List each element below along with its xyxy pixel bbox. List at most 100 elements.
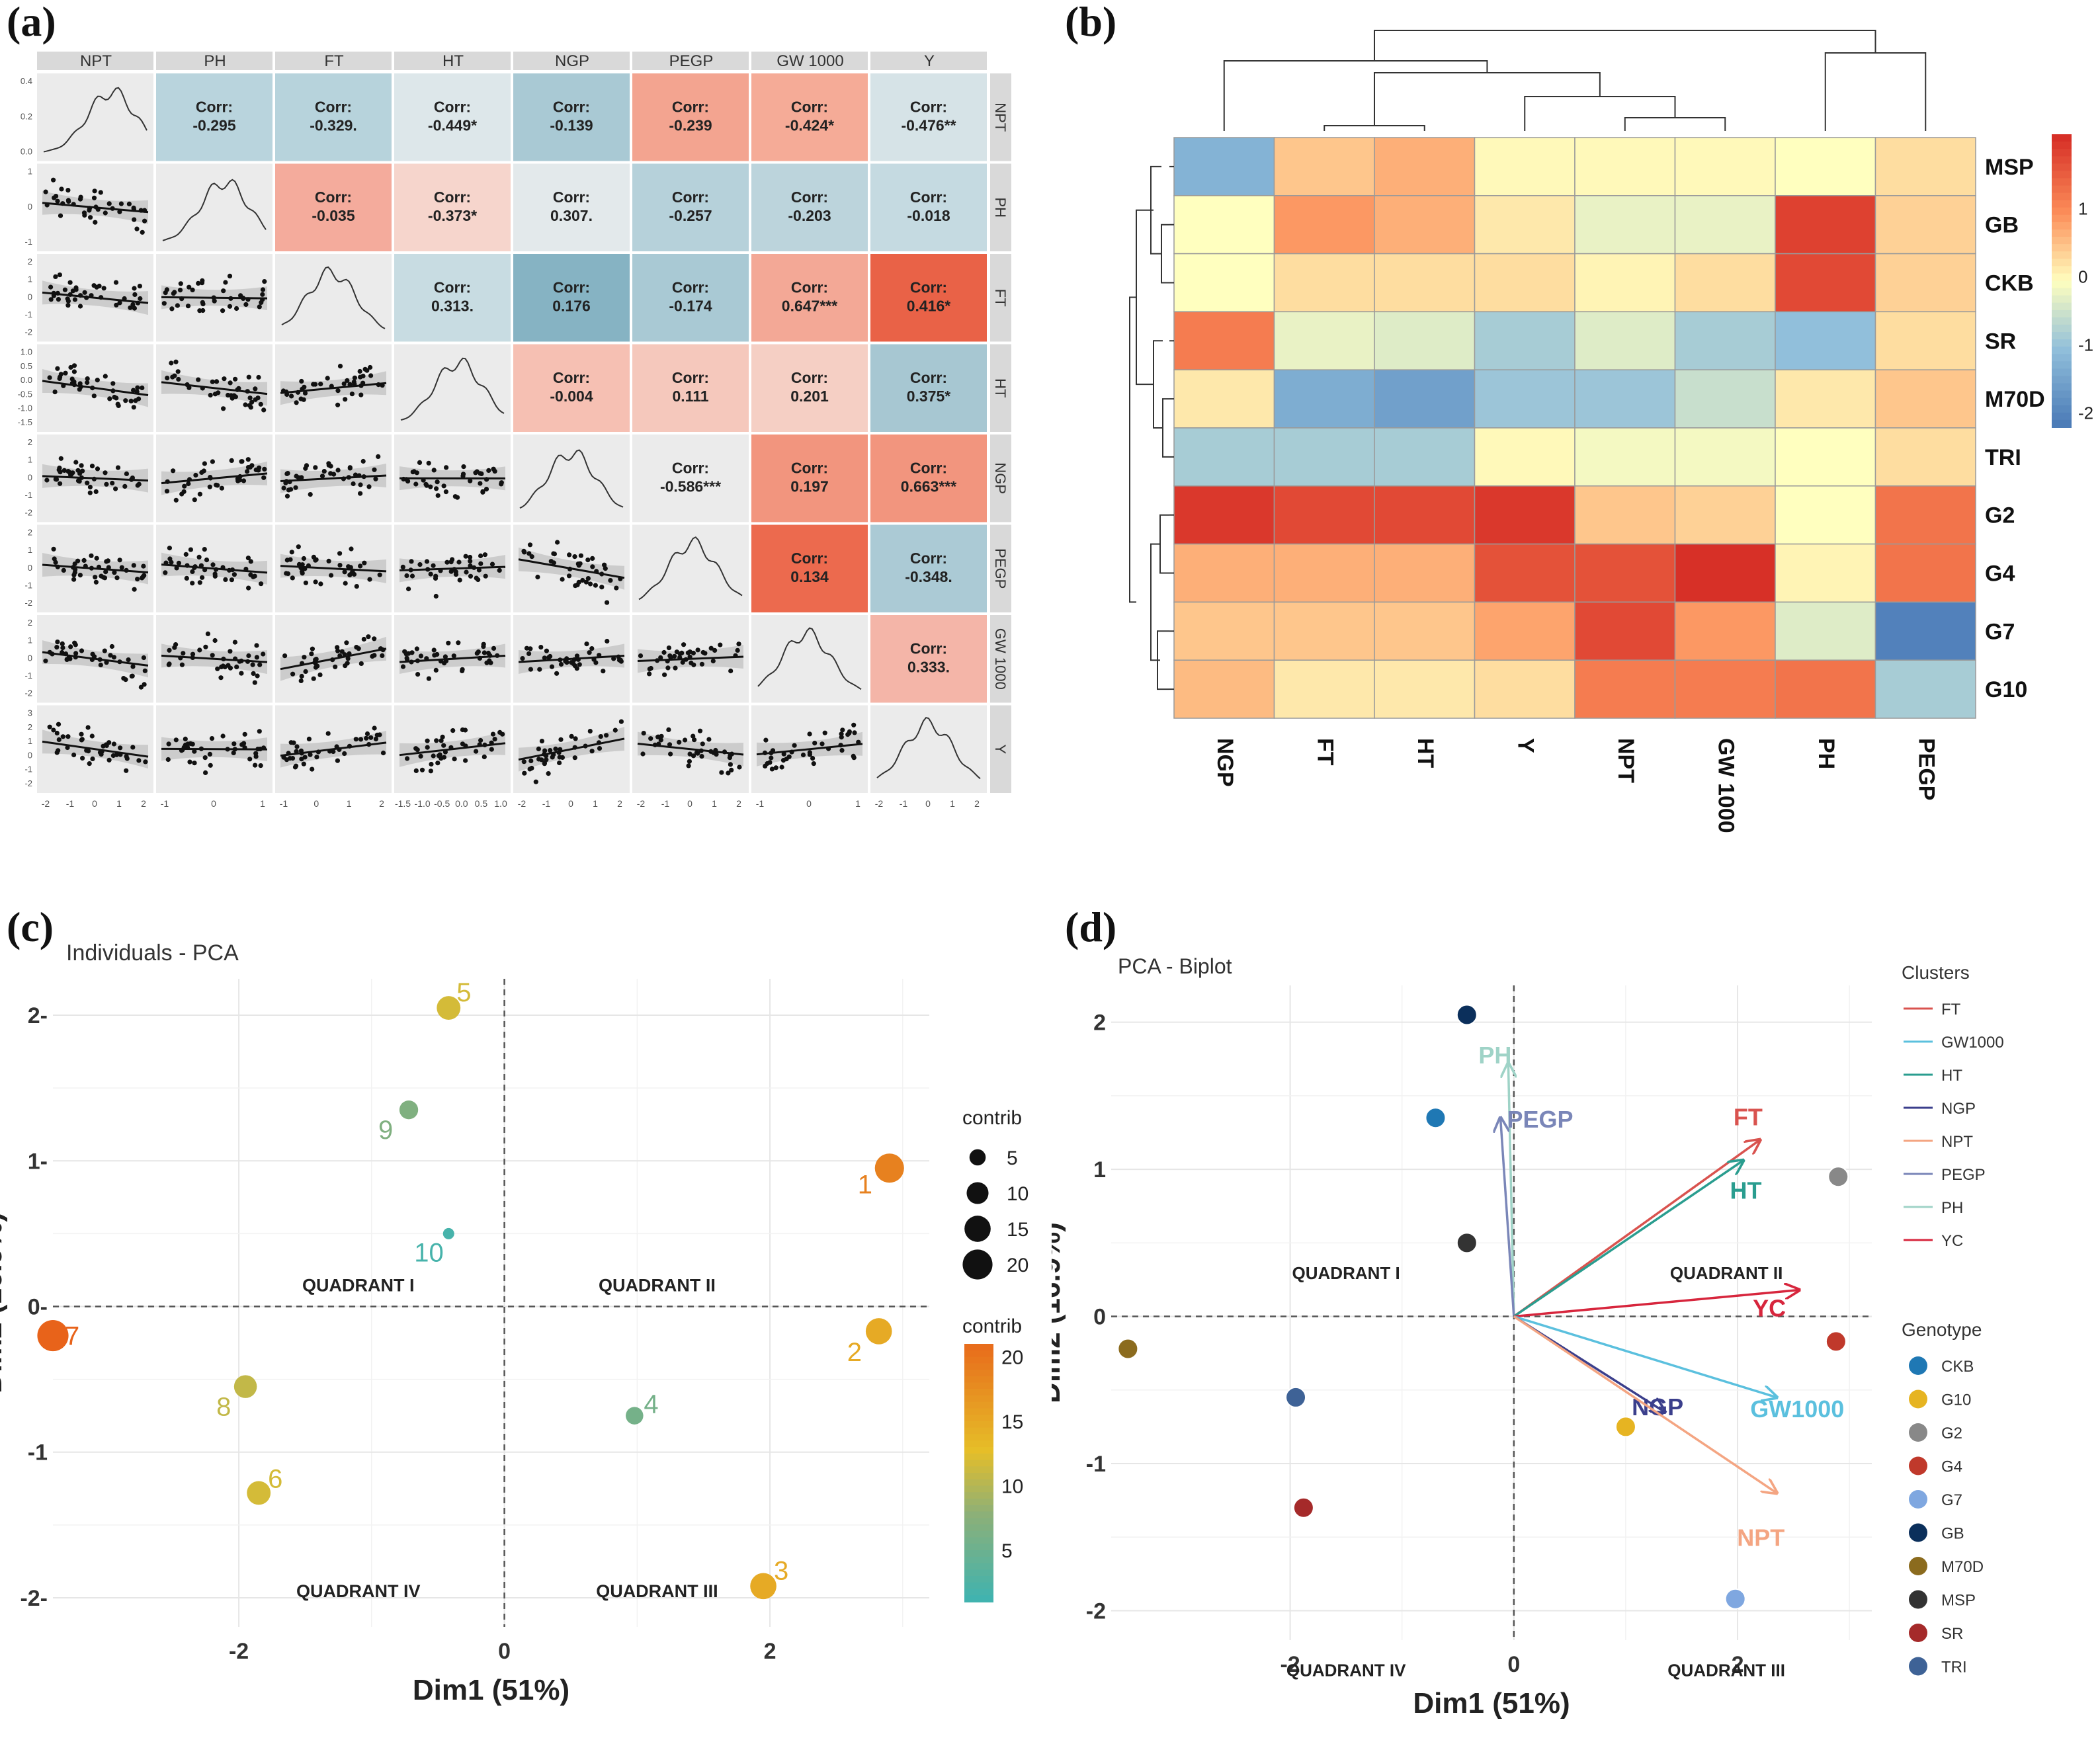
corr-label: Corr: <box>791 98 828 115</box>
scatter-point <box>406 586 411 592</box>
strip-top-y <box>870 52 987 70</box>
scatter-point <box>529 554 534 559</box>
scatter-point <box>179 662 185 667</box>
scatter-point <box>313 579 318 585</box>
regression-line <box>637 742 744 756</box>
color-legend-step <box>964 1505 993 1512</box>
scatter-point <box>233 376 238 382</box>
corr-value: -0.018 <box>907 207 950 224</box>
color-legend-step <box>964 1415 993 1422</box>
scatter-point <box>542 748 548 753</box>
scatter-point <box>192 761 197 766</box>
scatter-point <box>80 755 85 761</box>
heatmap-cell <box>1173 543 1275 603</box>
scatter-point <box>542 761 547 766</box>
genotype-legend-key <box>1909 1356 1927 1375</box>
heatmap-cell <box>1874 195 1976 255</box>
scatter-point <box>574 653 580 659</box>
corr-cell <box>632 73 749 161</box>
scatter-point <box>331 749 336 755</box>
scatter-point <box>284 493 290 499</box>
scatter-point <box>845 732 851 737</box>
size-legend-label: 10 <box>1007 1183 1029 1205</box>
legend-gradient-step <box>2052 259 2072 267</box>
color-legend-step <box>964 1524 993 1532</box>
scatter-point <box>317 672 323 677</box>
variable-label: NGP <box>1632 1393 1683 1421</box>
scatter-point <box>686 763 691 768</box>
scatter-point <box>302 390 308 396</box>
scatter-point <box>661 649 667 655</box>
scatter-point <box>58 456 63 461</box>
scatter-point <box>56 297 61 302</box>
scatter-point <box>126 201 132 206</box>
scatter-point <box>608 578 613 583</box>
scatter-point <box>98 662 103 668</box>
y-tick-label: 2 <box>28 437 32 447</box>
scatter-point <box>290 671 296 677</box>
strip-right-label: NGP <box>992 462 1009 494</box>
scatter-point <box>524 645 530 651</box>
y-tick-label: 2- <box>28 1003 48 1028</box>
legend-gradient-step <box>2052 339 2072 348</box>
scatter-point <box>692 737 697 743</box>
y-tick-label: 0 <box>1093 1305 1106 1330</box>
scatter-point <box>435 493 441 498</box>
color-legend-step <box>964 1485 993 1493</box>
scatter-point <box>483 573 488 579</box>
scatter-point <box>380 653 385 659</box>
scatter-point <box>415 672 421 677</box>
scatter-point <box>298 396 304 401</box>
scatter-point <box>358 563 363 569</box>
scatter-point <box>308 492 313 497</box>
row-dendrogram-branch <box>1153 340 1163 429</box>
scatter-point <box>299 757 304 762</box>
clusters-legend-label: YC <box>1941 1232 1963 1250</box>
scatter-point <box>558 661 564 667</box>
scatter-point <box>468 573 474 579</box>
scatter-point <box>357 368 362 374</box>
x-tick-label: 1 <box>260 798 265 809</box>
y-tick-label: 1 <box>28 545 32 555</box>
heatmap-cell <box>1273 485 1375 545</box>
pca-point-label: 5 <box>456 978 471 1007</box>
scatter-point <box>143 759 148 765</box>
scatter-point <box>326 558 331 564</box>
col-label: PEGP <box>1913 738 1939 800</box>
scatter-point <box>239 459 245 464</box>
scatter-point <box>204 558 210 563</box>
scatter-point <box>352 375 358 380</box>
scatter-point <box>697 728 703 733</box>
scatter-point <box>302 655 307 660</box>
y-tick-label: -1 <box>24 490 32 500</box>
genotype-legend-title: Genotype <box>1902 1319 1982 1340</box>
scatter-point <box>210 379 215 384</box>
scatter-point <box>200 575 205 580</box>
heatmap-cell <box>1574 311 1676 370</box>
scatter-point <box>124 768 129 773</box>
legend-gradient-step <box>2052 302 2072 311</box>
x-tick-label: -1 <box>661 798 670 809</box>
scatter-point <box>207 484 212 489</box>
scatter-point <box>590 564 595 569</box>
regression-line <box>161 296 268 300</box>
scatter-point <box>131 388 136 393</box>
y-tick-label: 2 <box>28 257 32 267</box>
scatter-point <box>142 682 147 687</box>
scatter-point <box>73 567 78 572</box>
scatter-point <box>221 288 226 294</box>
corr-label: Corr: <box>910 640 947 657</box>
scatter-point <box>588 581 593 587</box>
row-label: CKB <box>1985 271 2034 296</box>
heatmap-cell <box>1173 311 1275 370</box>
heatmap-cell <box>1273 543 1375 603</box>
color-legend-step <box>964 1473 993 1480</box>
scatter-point <box>98 190 103 195</box>
scatter-point <box>431 753 436 759</box>
scatter-point <box>81 210 87 216</box>
quadrant-label: QUADRANT I <box>302 1275 415 1295</box>
scatter-point <box>163 570 168 575</box>
heatmap-cell <box>1775 601 1876 661</box>
x-tick-label: -0.5 <box>434 798 450 809</box>
heatmap-cell <box>1273 195 1375 255</box>
